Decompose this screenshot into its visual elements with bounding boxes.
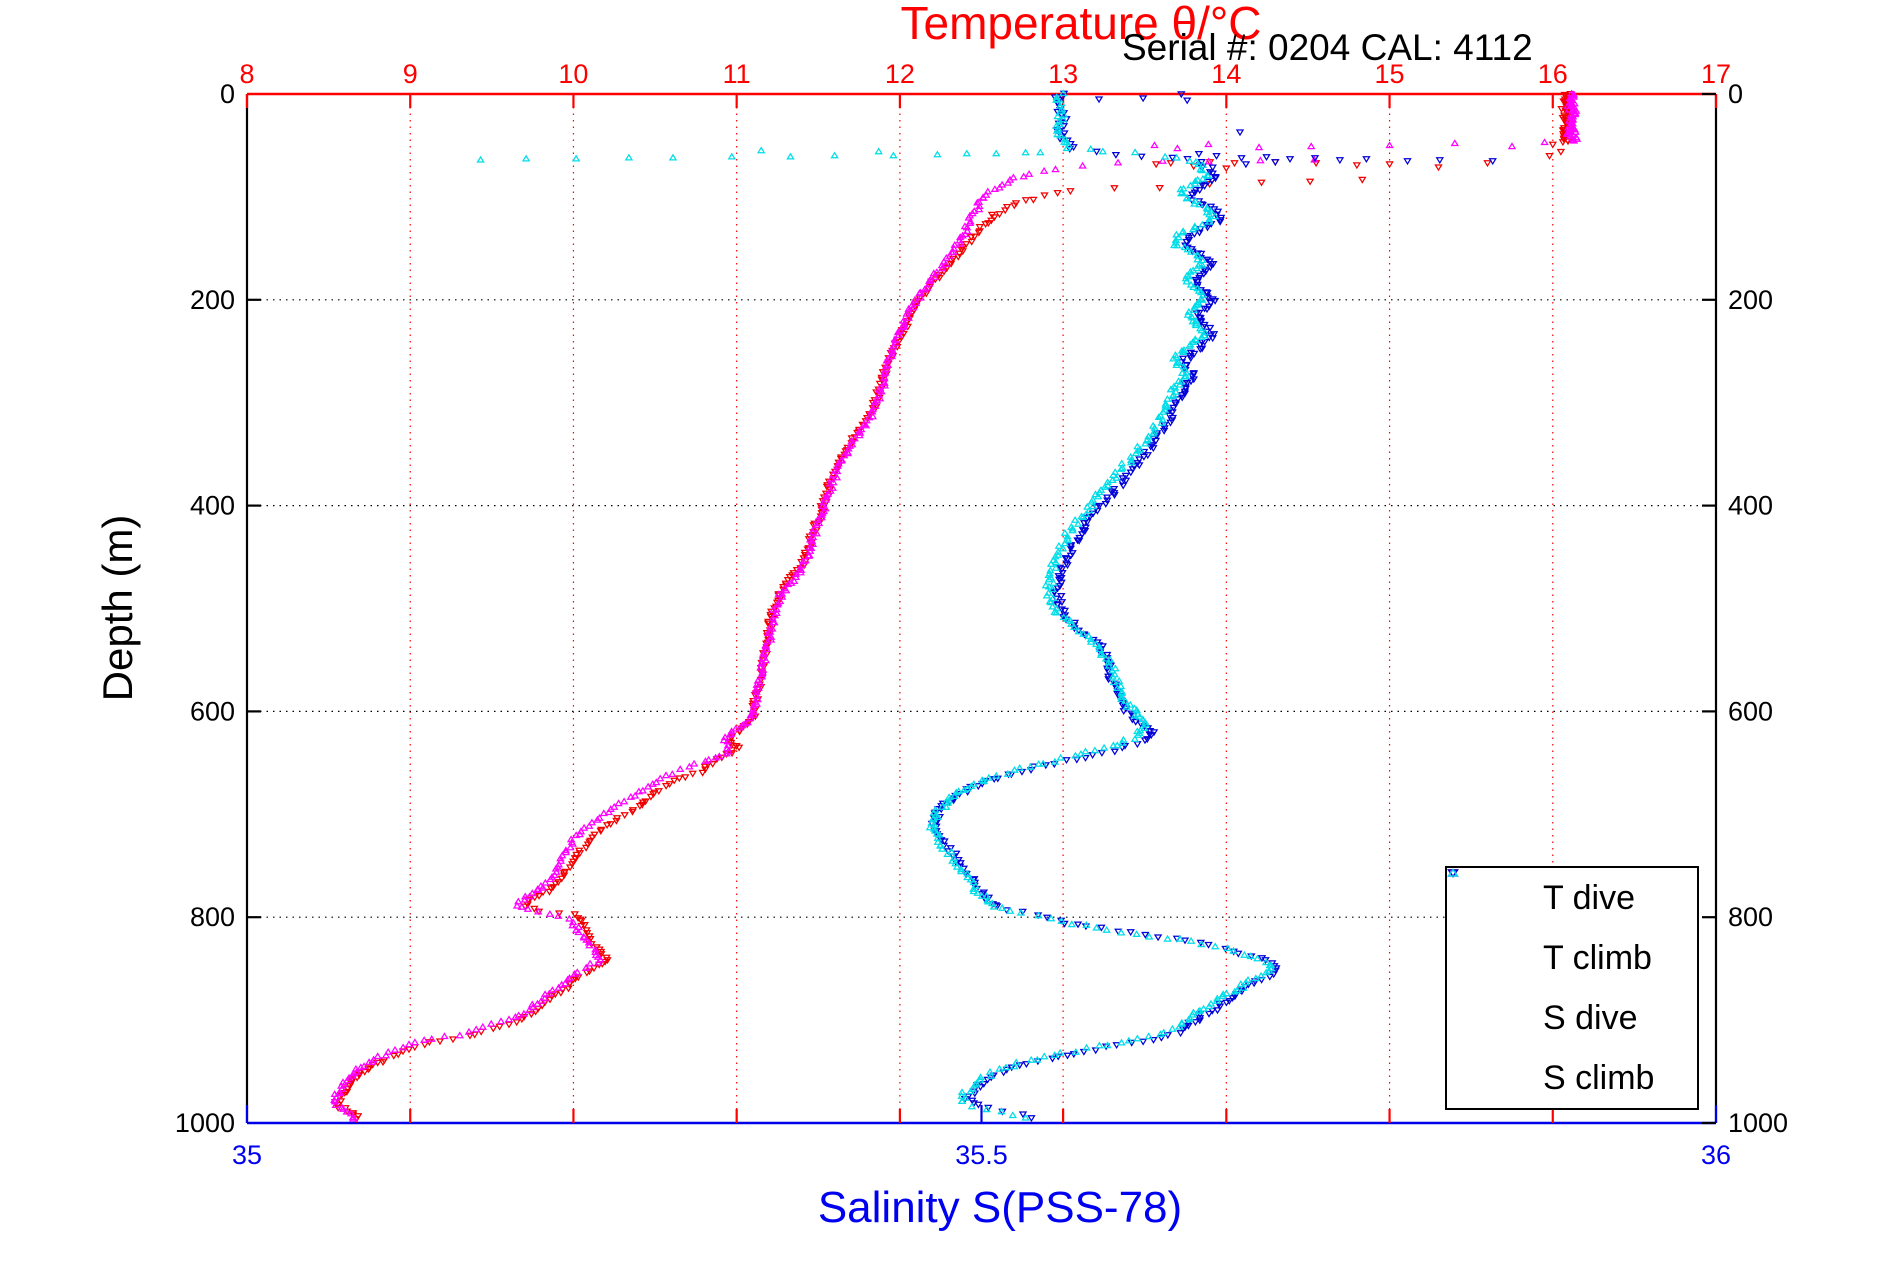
- right-tick-label: 0: [1728, 79, 1743, 109]
- legend-box: T dive T climb S dive S climb: [1445, 866, 1699, 1110]
- legend-entry-t-climb: T climb: [1447, 868, 1697, 987]
- top-tick-label: 11: [723, 59, 751, 89]
- bottom-tick-label: 35: [232, 1140, 262, 1170]
- bottom-axis-label: Salinity S(PSS-78): [817, 1183, 1183, 1232]
- top-tick-label: 14: [1211, 59, 1241, 89]
- legend-label: T dive: [1543, 878, 1635, 917]
- top-tick-label: 15: [1375, 59, 1405, 89]
- top-tick-label: 12: [885, 59, 915, 89]
- top-tick-label: 8: [239, 59, 254, 89]
- left-axis-label: Depth (m): [94, 514, 141, 702]
- left-tick-label: 600: [190, 696, 235, 726]
- legend-label: S climb: [1543, 1058, 1655, 1097]
- left-tick-label: 0: [220, 79, 235, 109]
- left-tick-label: 1000: [175, 1108, 235, 1138]
- chart-subtitle: Serial #: 0204 CAL: 4112: [1122, 27, 1533, 68]
- right-tick-label: 1000: [1728, 1108, 1788, 1138]
- right-tick-label: 600: [1728, 696, 1773, 726]
- top-tick-label: 16: [1538, 59, 1568, 89]
- right-tick-label: 800: [1728, 902, 1773, 932]
- right-tick-label: 200: [1728, 285, 1773, 315]
- legend-entry-s-dive: S dive: [1447, 869, 1697, 1047]
- bottom-tick-label: 36: [1701, 1140, 1731, 1170]
- scatter-series-s-dive: [927, 90, 1497, 1123]
- legend-entry-t-dive: T dive: [1447, 869, 1697, 927]
- legend-label: T climb: [1543, 938, 1652, 977]
- right-tick-label: 400: [1728, 491, 1773, 521]
- left-tick-label: 200: [190, 285, 235, 315]
- scatter-series-s-climb: [476, 89, 1276, 1121]
- scatter-series-t-climb: [330, 89, 1582, 1122]
- bottom-tick-label: 35.5: [955, 1140, 1008, 1170]
- left-tick-label: 400: [190, 491, 235, 521]
- top-tick-label: 17: [1701, 59, 1731, 89]
- left-tick-label: 800: [190, 902, 235, 932]
- chart-title: Temperature θ/°C: [900, 0, 1262, 49]
- top-tick-label: 13: [1048, 59, 1078, 89]
- legend-label: S dive: [1543, 998, 1638, 1037]
- top-tick-label: 10: [558, 59, 588, 89]
- top-tick-label: 9: [403, 59, 418, 89]
- legend-entry-s-climb: S climb: [1447, 868, 1697, 1107]
